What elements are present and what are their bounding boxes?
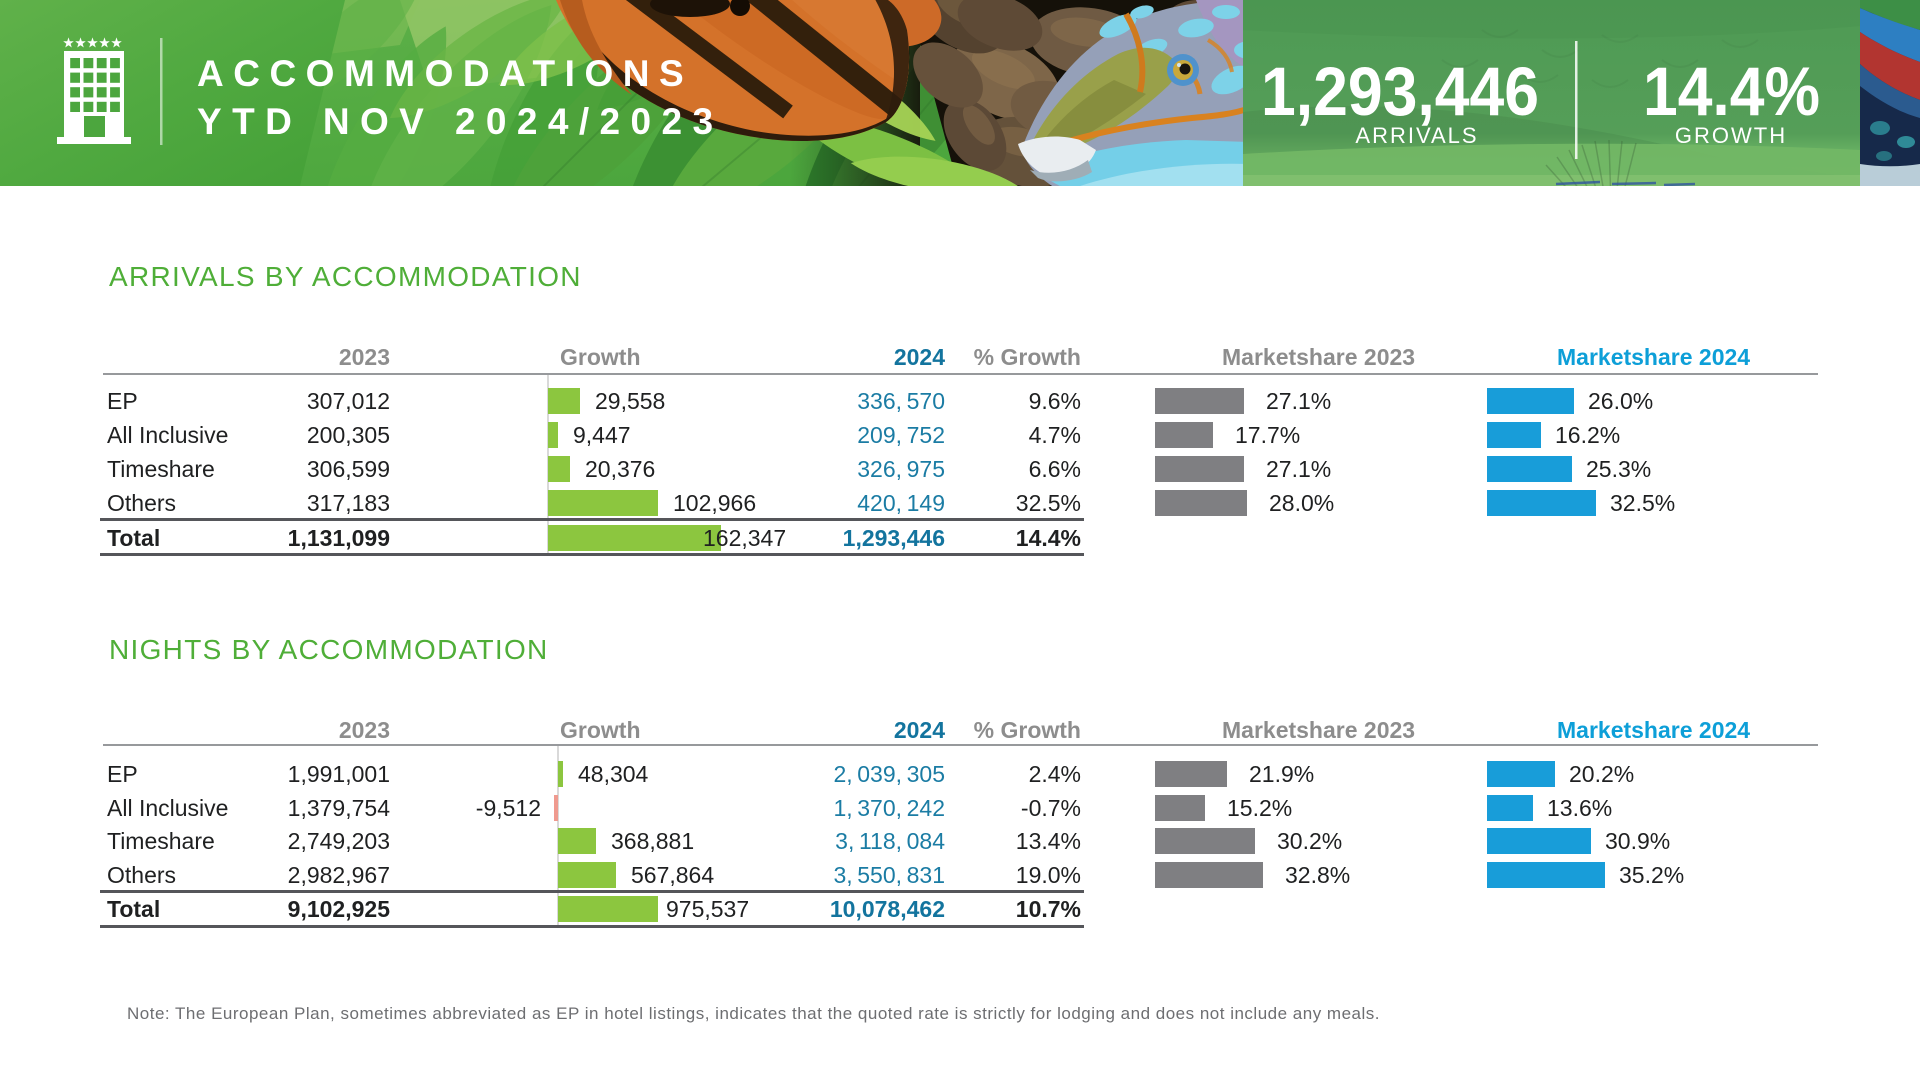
svg-text:ARRIVALS: ARRIVALS — [1355, 123, 1478, 148]
svg-text:GROWTH: GROWTH — [1675, 123, 1787, 148]
svg-text:ACCOMMODATIONS: ACCOMMODATIONS — [197, 53, 693, 94]
svg-text:1,293,446: 1,293,446 — [1261, 53, 1539, 130]
svg-text:YTD NOV 2024/2023: YTD NOV 2024/2023 — [197, 101, 723, 142]
svg-text:14.4%: 14.4% — [1643, 53, 1820, 130]
